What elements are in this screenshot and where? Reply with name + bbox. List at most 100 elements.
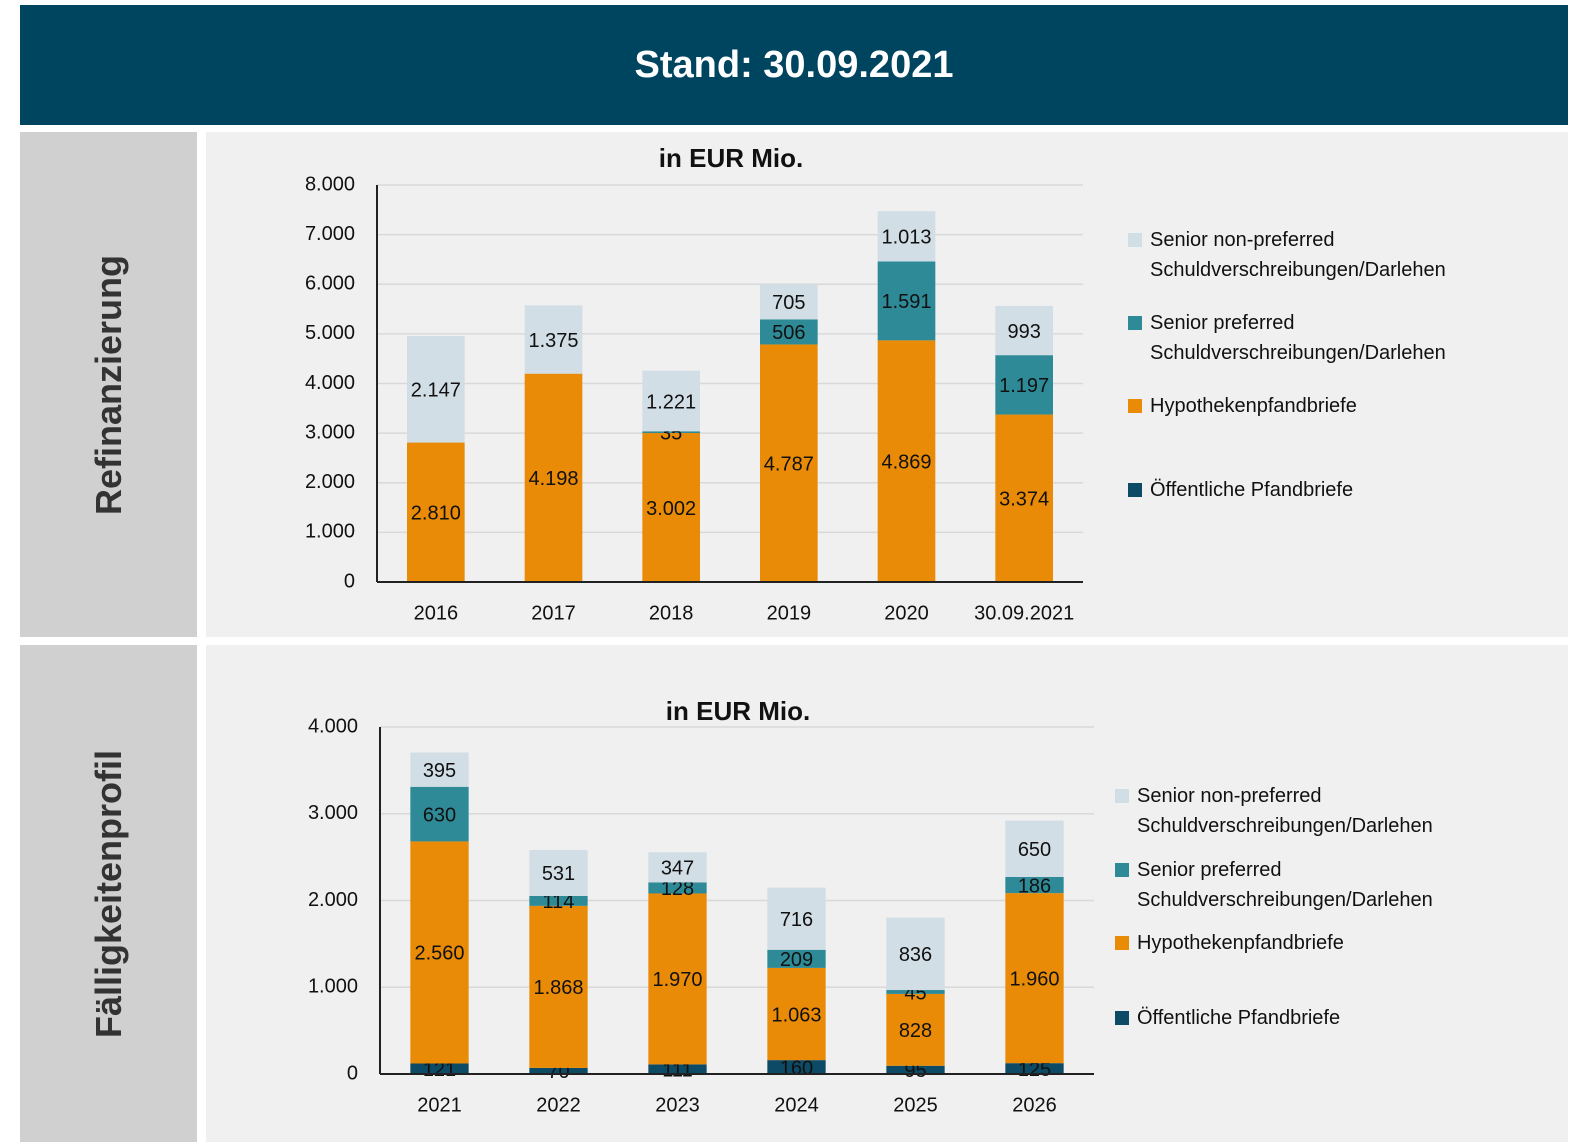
bar-segment xyxy=(524,373,583,582)
y-tick-label: 4.000 xyxy=(308,715,358,737)
y-tick-label: 6.000 xyxy=(305,273,355,295)
bar-segment xyxy=(529,895,588,906)
bar-segment xyxy=(886,993,945,1066)
data-label: 1.063 xyxy=(771,1004,821,1026)
data-label: 1.221 xyxy=(646,391,696,413)
bar-segment xyxy=(886,990,945,994)
y-tick-label: 0 xyxy=(347,1062,358,1084)
data-label: 1.970 xyxy=(652,969,702,991)
y-tick-label: 7.000 xyxy=(305,223,355,245)
data-label: 121 xyxy=(423,1059,456,1081)
bar-segment xyxy=(524,305,583,374)
legend-entry: Senior non-preferred Schuldverschreibung… xyxy=(1115,781,1475,841)
header-title: Stand: 30.09.2021 xyxy=(634,43,954,86)
bar-segment xyxy=(1005,820,1064,877)
data-label: 4.787 xyxy=(764,454,814,476)
data-label: 1.960 xyxy=(1009,968,1059,990)
y-tick-label: 0 xyxy=(344,570,355,592)
legend-entry: Senior preferred Schuldverschreibungen/D… xyxy=(1128,308,1488,368)
section-label-box: Refinanzierung xyxy=(20,132,197,637)
data-label: 1.013 xyxy=(881,227,931,249)
bar-segment xyxy=(760,284,818,320)
legend-label: Öffentliche Pfandbriefe xyxy=(1150,479,1354,501)
data-label: 3.374 xyxy=(999,489,1049,511)
legend-label: Senior non-preferred Schuldverschreibung… xyxy=(1150,229,1446,281)
data-label: 2.560 xyxy=(414,943,464,965)
bar-segment xyxy=(410,752,469,787)
legend-swatch xyxy=(1115,936,1129,950)
x-tick-label: 2021 xyxy=(417,1094,462,1116)
y-tick-label: 4.000 xyxy=(305,372,355,394)
bar-segment xyxy=(529,849,588,896)
bar-segment xyxy=(642,433,700,582)
y-tick-label: 3.000 xyxy=(308,802,358,824)
bar-segment xyxy=(886,1065,945,1074)
data-label: 1.868 xyxy=(533,977,583,999)
data-label: 531 xyxy=(542,863,575,885)
y-tick-label: 3.000 xyxy=(305,421,355,443)
y-tick-label: 1.000 xyxy=(308,976,358,998)
bar-segment xyxy=(877,261,936,341)
data-label: 128 xyxy=(661,878,694,900)
legend-swatch xyxy=(1128,483,1142,497)
data-label: 1.591 xyxy=(881,291,931,313)
chart-title: in EUR Mio. xyxy=(666,696,810,726)
y-tick-label: 1.000 xyxy=(305,521,355,543)
legend-label: Hypothekenpfandbriefe xyxy=(1137,932,1344,954)
data-label: 506 xyxy=(772,322,805,344)
data-label: 114 xyxy=(543,891,575,913)
bar-segment xyxy=(529,905,588,1068)
bar-segment xyxy=(767,967,826,1061)
bar-segment xyxy=(767,949,826,968)
data-label: 705 xyxy=(772,292,805,314)
y-tick-label: 2.000 xyxy=(308,889,358,911)
bar-segment xyxy=(648,882,707,894)
data-label: 395 xyxy=(423,760,456,782)
data-label: 716 xyxy=(780,909,813,931)
chart-title: in EUR Mio. xyxy=(659,143,803,173)
bar-segment xyxy=(760,344,818,582)
legend-entry: Hypothekenpfandbriefe xyxy=(1128,391,1488,421)
data-label: 650 xyxy=(1018,839,1051,861)
bar-segment xyxy=(995,355,1053,415)
x-tick-label: 2016 xyxy=(414,602,459,624)
legend-swatch xyxy=(1128,399,1142,413)
legend-label: Senior non-preferred Schuldverschreibung… xyxy=(1137,785,1433,837)
bar-segment xyxy=(995,414,1053,582)
legend-label: Senior preferred Schuldverschreibungen/D… xyxy=(1150,312,1446,364)
bar-segment xyxy=(407,442,465,582)
bar-segment xyxy=(877,211,936,262)
x-tick-label: 2018 xyxy=(649,602,694,624)
bar-segment xyxy=(648,893,707,1065)
data-label: 2.810 xyxy=(411,503,461,525)
x-tick-label: 2022 xyxy=(536,1094,581,1116)
x-tick-label: 2024 xyxy=(774,1094,819,1116)
bar-segment xyxy=(410,1063,469,1074)
bar-segment xyxy=(767,887,826,950)
legend-swatch xyxy=(1115,863,1129,877)
x-tick-label: 2025 xyxy=(893,1094,938,1116)
legend-swatch xyxy=(1128,316,1142,330)
bar-segment xyxy=(760,319,818,345)
legend-entry: Senior non-preferred Schuldverschreibung… xyxy=(1128,225,1488,285)
data-label: 993 xyxy=(1007,321,1040,343)
data-label: 4.198 xyxy=(528,468,578,490)
bar-segment xyxy=(407,336,465,443)
header: Stand: 30.09.2021 xyxy=(20,5,1568,125)
legend-label: Senior preferred Schuldverschreibungen/D… xyxy=(1137,859,1433,911)
data-label: 111 xyxy=(662,1059,692,1081)
y-tick-label: 2.000 xyxy=(305,471,355,493)
data-label: 160 xyxy=(780,1057,813,1079)
x-tick-label: 30.09.2021 xyxy=(974,602,1074,624)
data-label: 1.375 xyxy=(528,330,578,352)
bar-segment xyxy=(886,917,945,991)
x-tick-label: 2026 xyxy=(1012,1094,1057,1116)
x-tick-label: 2023 xyxy=(655,1094,700,1116)
y-tick-label: 5.000 xyxy=(305,322,355,344)
bar-segment xyxy=(648,852,707,883)
data-label: 836 xyxy=(899,944,932,966)
bar-segment xyxy=(410,786,469,842)
legend-swatch xyxy=(1115,789,1129,803)
legend-entry: Senior preferred Schuldverschreibungen/D… xyxy=(1115,855,1475,915)
